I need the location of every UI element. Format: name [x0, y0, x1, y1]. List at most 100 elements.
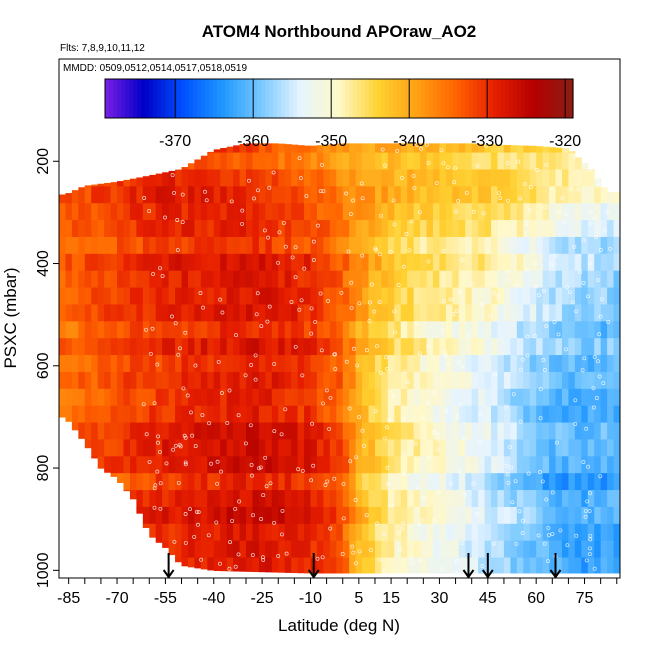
field-cell: [452, 523, 460, 542]
colorbar-segment: [501, 79, 506, 118]
field-cell: [168, 203, 176, 221]
field-cell: [542, 422, 550, 441]
field-cell: [329, 338, 337, 356]
sample-marker: [546, 533, 551, 538]
sample-marker: [564, 212, 569, 217]
field-cell: [387, 321, 395, 339]
sample-marker: [505, 269, 510, 274]
colorbar-segment: [393, 79, 398, 118]
sample-marker: [344, 359, 349, 364]
field-cell: [136, 304, 144, 322]
field-cell: [226, 338, 234, 356]
field-cell: [316, 220, 324, 238]
field-cell: [516, 439, 524, 457]
sample-marker: [409, 555, 414, 560]
field-cell: [529, 270, 537, 289]
field-cell: [342, 371, 350, 390]
field-cell: [491, 270, 499, 289]
sample-marker: [599, 296, 604, 301]
field-cell: [355, 152, 363, 171]
sample-marker: [516, 159, 521, 164]
field-cell: [349, 490, 357, 508]
sample-marker: [265, 319, 270, 324]
sample-marker: [284, 551, 289, 556]
field-cell: [458, 253, 466, 272]
field-cell: [394, 270, 402, 289]
sample-marker: [413, 441, 418, 446]
field-cell: [258, 186, 266, 204]
sample-marker: [572, 244, 577, 249]
sample-marker: [250, 553, 255, 558]
sample-marker: [453, 166, 458, 171]
field-cell: [555, 287, 563, 306]
field-cell: [555, 203, 563, 221]
field-cell: [226, 355, 234, 373]
field-cell: [336, 405, 344, 424]
field-cell: [420, 338, 428, 356]
field-cell: [123, 388, 131, 407]
field-cell: [239, 371, 247, 390]
field-cell: [117, 304, 125, 322]
field-cell: [226, 540, 234, 559]
field-cell: [142, 456, 150, 474]
field-cell: [452, 540, 460, 559]
field-cell: [239, 439, 247, 457]
sample-marker: [573, 421, 578, 426]
field-cell: [523, 405, 531, 424]
field-cell: [149, 253, 157, 272]
field-cell: [175, 523, 183, 542]
field-cell: [465, 405, 473, 424]
field-cell: [175, 490, 183, 508]
field-cell: [129, 422, 137, 441]
sample-marker: [293, 275, 298, 280]
field-cell: [587, 304, 595, 322]
field-cell: [71, 321, 79, 339]
sample-marker: [283, 407, 288, 412]
field-cell: [220, 473, 228, 491]
field-cell: [110, 405, 118, 424]
field-cell: [162, 270, 170, 289]
field-cell: [574, 203, 582, 221]
sample-marker: [386, 482, 391, 486]
sample-marker: [156, 440, 160, 445]
field-cell: [271, 270, 279, 289]
field-cell: [465, 388, 473, 407]
field-cell: [510, 490, 518, 508]
field-cell: [445, 523, 453, 542]
field-cell: [381, 186, 389, 204]
field-cell: [194, 203, 202, 221]
field-cell: [323, 321, 331, 339]
field-cell: [407, 422, 415, 441]
field-cell: [349, 203, 357, 221]
sample-marker: [349, 280, 354, 285]
field-cell: [168, 270, 176, 289]
field-cell: [194, 523, 202, 542]
field-cell: [226, 321, 234, 339]
field-cell: [297, 473, 305, 491]
field-cell: [84, 321, 92, 339]
field-cell: [123, 338, 131, 356]
field-cell: [420, 523, 428, 542]
colorbar-segment: [373, 79, 378, 118]
field-cell: [84, 203, 92, 221]
sample-marker: [170, 173, 175, 178]
field-cell: [503, 287, 511, 306]
field-cell: [175, 456, 183, 474]
field-cell: [387, 506, 395, 525]
field-cell: [536, 557, 544, 574]
field-cell: [362, 270, 370, 289]
field-cell: [381, 388, 389, 407]
field-cell: [574, 270, 582, 289]
field-cell: [123, 456, 131, 474]
sample-marker: [290, 255, 295, 260]
field-cell: [452, 371, 460, 390]
colorbar-segment: [333, 79, 338, 118]
sample-marker: [397, 530, 401, 535]
colorbar-segment: [149, 79, 154, 118]
field-cell: [291, 355, 299, 373]
field-cell: [503, 355, 511, 373]
field-cell: [194, 270, 202, 289]
field-cell: [478, 473, 486, 491]
field-cell: [555, 422, 563, 441]
field-cell: [497, 557, 505, 574]
